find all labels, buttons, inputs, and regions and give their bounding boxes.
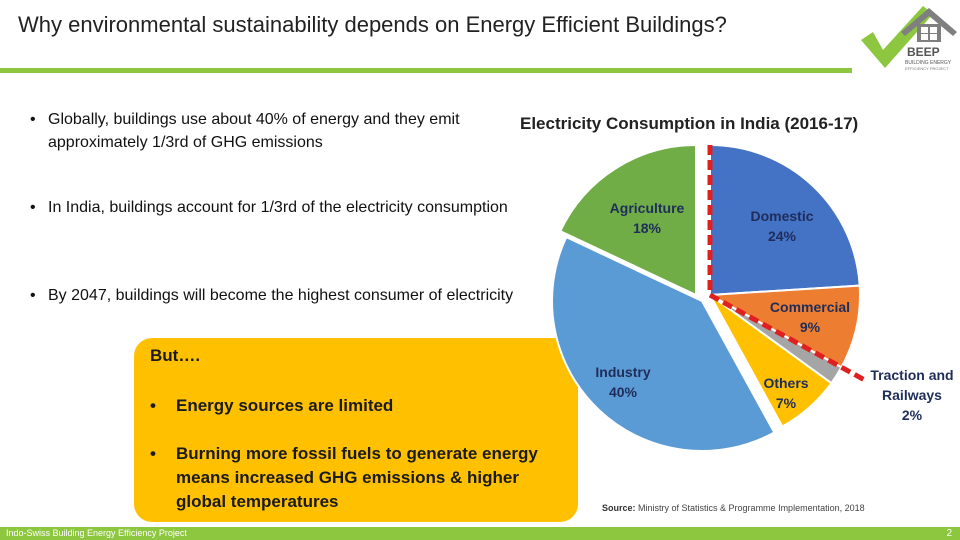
pie-slice-industry <box>551 235 776 452</box>
slice-value-others: 7% <box>776 395 797 411</box>
callout-item: Energy sources are limited <box>150 394 570 418</box>
slice-value-traction-and-railways: 2% <box>902 407 923 423</box>
slice-label-agriculture: Agriculture 18% <box>610 200 685 236</box>
slice-label-others: Others 7% <box>763 375 808 411</box>
callout-box: But…. Energy sources are limited Burning… <box>134 338 578 522</box>
logo-tagline: EFFICIENCY PROJECT <box>905 66 949 71</box>
callout-heading: But…. <box>150 346 201 365</box>
pie-slice-domestic <box>709 143 861 297</box>
pie-slice-agriculture <box>558 143 697 297</box>
slice-value-commercial: 9% <box>800 319 821 335</box>
bullet-item: In India, buildings account for 1/3rd of… <box>30 196 520 219</box>
logo-subtitle: BUILDING ENERGY <box>905 60 952 66</box>
slice-value-agriculture: 18% <box>633 220 662 236</box>
source-label: Source: <box>602 503 636 513</box>
bullet-item: Globally, buildings use about 40% of ene… <box>30 108 520 154</box>
chart-title: Electricity Consumption in India (2016-1… <box>520 114 859 133</box>
slice-label-traction-and-railways: Traction and Railways 2% <box>870 367 953 423</box>
logo-name: BEEP <box>907 45 940 59</box>
page-number: 2 <box>946 528 952 539</box>
beep-logo: BEEP BUILDING ENERGY EFFICIENCY PROJECT <box>861 6 957 71</box>
buildings-share-divider-2 <box>708 292 869 384</box>
title-underline <box>0 68 852 73</box>
slice-label-commercial: Commercial 9% <box>770 299 850 335</box>
slide-title: Why environmental sustainability depends… <box>18 12 727 37</box>
footer-text: Indo-Swiss Building Energy Efficiency Pr… <box>6 528 187 538</box>
chart-source: Source: Ministry of Statistics & Program… <box>602 503 865 513</box>
bullet-item: By 2047, buildings will become the highe… <box>30 284 520 307</box>
footer-bar: Indo-Swiss Building Energy Efficiency Pr… <box>0 527 960 540</box>
pie-slice-commercial <box>706 284 861 369</box>
slice-label-domestic: Domestic 24% <box>750 208 813 244</box>
pie-chart: Domestic 24% Commercial 9% Traction and Railw… <box>551 143 954 452</box>
slice-label-industry: Industry 40% <box>595 364 650 400</box>
slice-value-industry: 40% <box>609 384 638 400</box>
logo-house-icon <box>901 8 957 36</box>
source-text: Ministry of Statistics & Programme Imple… <box>638 503 865 513</box>
slice-value-domestic: 24% <box>768 228 797 244</box>
callout-item: Burning more fossil fuels to generate en… <box>150 442 570 514</box>
pie-slice-others <box>709 294 833 428</box>
